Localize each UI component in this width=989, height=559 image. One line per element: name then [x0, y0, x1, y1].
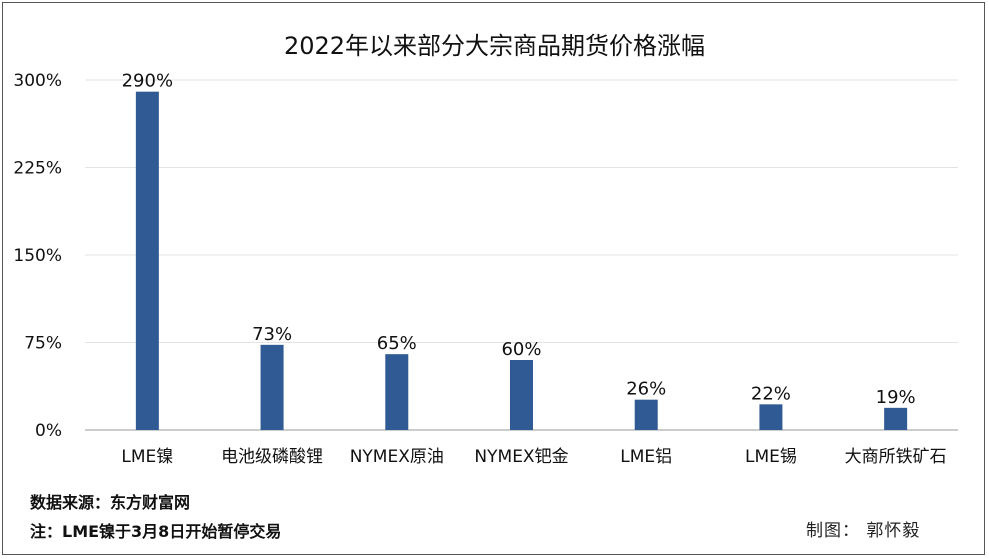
bar: [510, 360, 533, 430]
value-label: 26%: [626, 379, 666, 400]
x-tick-label: LME铝: [620, 447, 672, 467]
y-tick-label: 75%: [24, 334, 62, 354]
value-label: 65%: [377, 333, 417, 354]
x-tick-label: LME镍: [121, 447, 173, 467]
chart-title: 2022年以来部分大宗商品期货价格涨幅: [283, 32, 706, 60]
value-labels: 290% 73% 65% 60% 26% 22% 19%: [122, 71, 916, 408]
value-label: 60%: [501, 339, 541, 360]
y-tick-label: 225%: [13, 159, 62, 179]
x-tick-label: LME锡: [745, 447, 797, 467]
bar: [759, 404, 783, 430]
value-label: 73%: [252, 324, 292, 345]
x-axis-ticks: LME镍 电池级磷酸锂 NYMEX原油 NYMEX钯金 LME铝 LME锡 大商所铁矿石: [121, 447, 946, 467]
y-tick-label: 300%: [13, 71, 62, 91]
value-label: 22%: [751, 383, 791, 404]
x-tick-label: 电池级磷酸锂: [221, 447, 323, 467]
x-tick-label: 大商所铁矿石: [845, 447, 947, 467]
value-label: 19%: [876, 387, 916, 408]
bar: [884, 407, 908, 430]
source-note: 数据来源：东方财富网: [30, 493, 191, 512]
footnote: 注：LME镍于3月8日开始暂停交易: [30, 522, 282, 541]
x-tick-label: NYMEX原油: [350, 447, 444, 467]
bar: [135, 91, 159, 431]
chart-credit: 制图： 郭怀毅: [806, 521, 921, 541]
x-tick-label: NYMEX钯金: [474, 447, 568, 467]
bar: [634, 399, 658, 430]
y-tick-label: 150%: [13, 246, 62, 266]
bars: [135, 91, 908, 431]
bar: [260, 344, 284, 430]
gridlines: [85, 79, 958, 431]
bar: [385, 354, 409, 430]
value-label: 290%: [122, 71, 173, 92]
y-axis-ticks: 0% 75% 150% 225% 300%: [13, 71, 62, 441]
y-tick-label: 0%: [35, 421, 62, 441]
